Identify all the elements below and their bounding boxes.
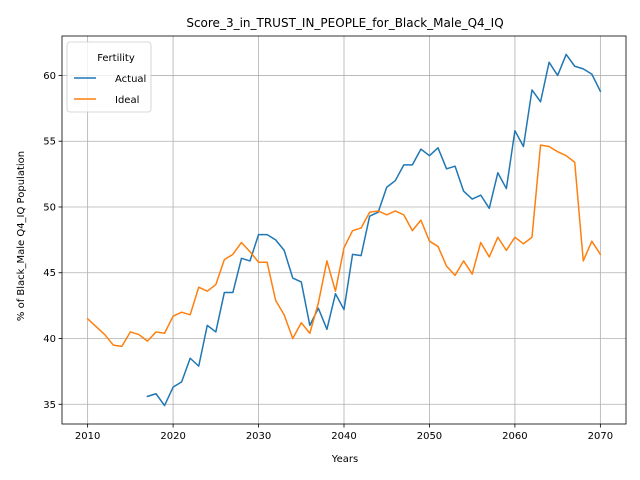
series-line-actual <box>146 53 602 407</box>
legend-label-ideal: Ideal <box>115 95 139 106</box>
x-tick-label: 2040 <box>331 431 356 442</box>
y-tick-label: 60 <box>43 71 56 82</box>
y-tick-label: 40 <box>43 334 56 345</box>
legend-box <box>66 41 152 113</box>
x-tick-label: 2030 <box>246 431 271 442</box>
x-tick-label: 2050 <box>417 431 442 442</box>
legend-label-actual: Actual <box>115 74 146 85</box>
x-axis-title: Years <box>331 454 358 465</box>
series-line-ideal <box>86 144 602 348</box>
x-tick-label: 2060 <box>502 431 527 442</box>
y-tick-label: 55 <box>43 137 56 148</box>
x-tick-label: 2070 <box>588 431 613 442</box>
x-tick-label: 2010 <box>75 431 100 442</box>
y-tick-label: 35 <box>43 400 56 411</box>
series-lines <box>86 53 602 407</box>
y-axis-title: % of Black_Male Q4_IQ Population <box>16 151 27 321</box>
y-tick-label: 50 <box>43 202 56 213</box>
grid-lines <box>62 36 626 424</box>
x-tick-label: 2020 <box>160 431 185 442</box>
y-axis-ticks: 35 40 45 50 55 60 <box>43 71 62 411</box>
x-axis-ticks: 2010 2020 2030 2040 2050 2060 2070 <box>75 424 613 442</box>
y-tick-label: 45 <box>43 268 56 279</box>
legend: Fertility Actual Ideal <box>66 41 152 113</box>
chart-title: Score_3_in_TRUST_IN_PEOPLE_for_Black_Mal… <box>186 16 503 30</box>
legend-title: Fertility <box>97 53 135 64</box>
